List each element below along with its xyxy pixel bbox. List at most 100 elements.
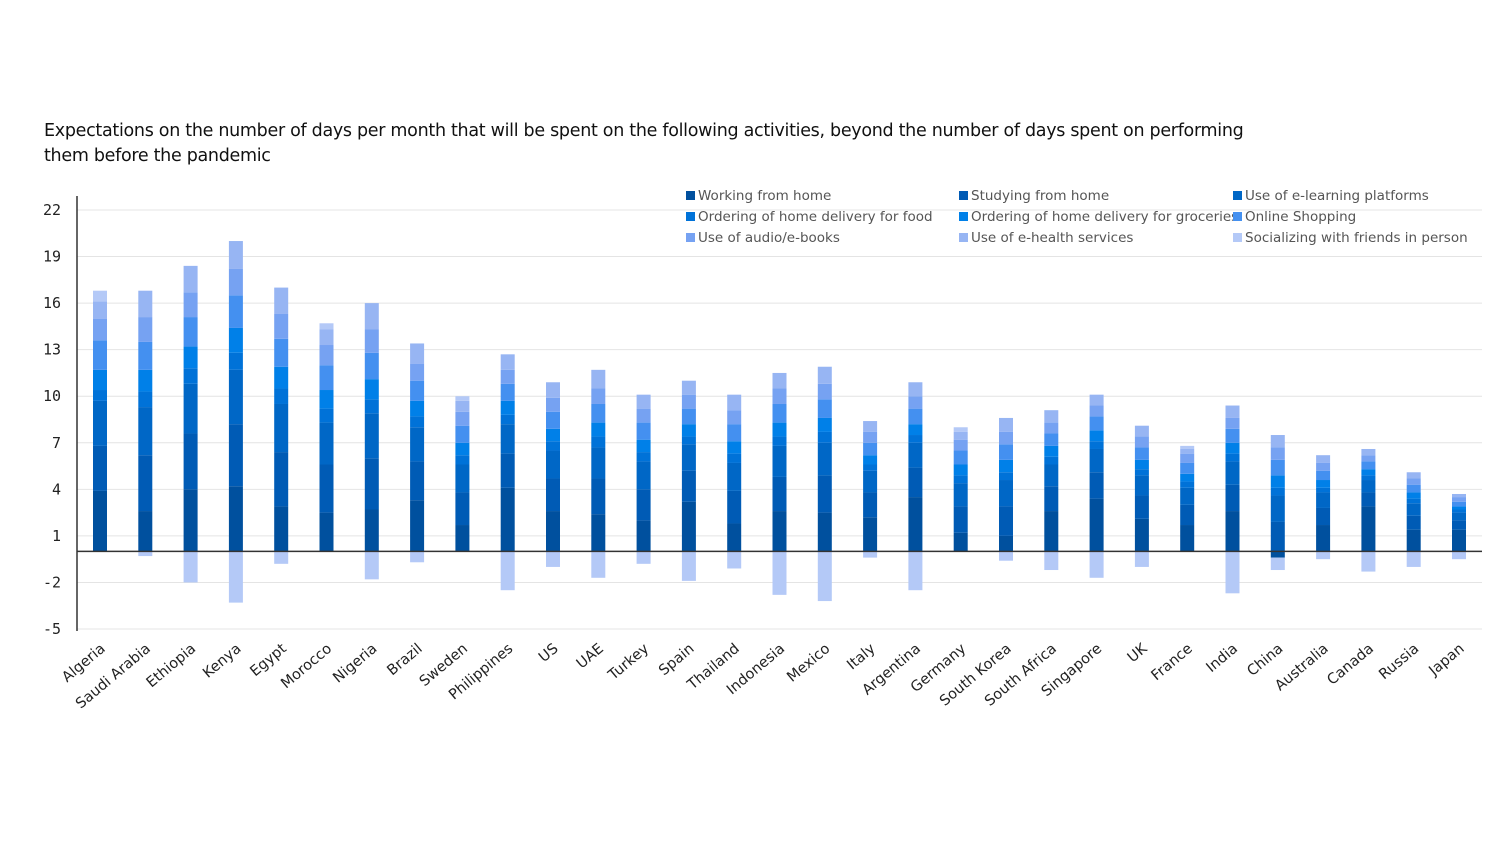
bar-segment — [93, 301, 107, 319]
bar-segment — [1452, 501, 1466, 507]
bar-segment — [1270, 521, 1285, 552]
bar-segment — [1316, 480, 1331, 488]
bar-segment — [138, 317, 153, 342]
bar-segment — [228, 295, 243, 328]
bar-segment — [1361, 475, 1376, 481]
bar-segment — [410, 380, 425, 401]
bar-segment — [863, 421, 878, 432]
bar-segment — [228, 327, 243, 353]
bar-segment — [1361, 480, 1376, 493]
bar-segment — [1361, 492, 1376, 507]
bar-segment — [274, 551, 289, 564]
bar-segment — [863, 431, 878, 443]
bar-segment — [1134, 459, 1149, 470]
bar-segment — [1134, 469, 1149, 476]
bar-segment — [1316, 492, 1331, 508]
bar-segment — [591, 369, 606, 389]
bar-segment — [863, 464, 878, 471]
bar-segment — [1316, 551, 1331, 560]
y-tick-label: 22 — [43, 201, 61, 219]
bar-segment — [908, 408, 923, 425]
x-tick-label: Nigeria — [330, 641, 380, 687]
bar-segment — [953, 450, 968, 465]
x-tick-label: UAE — [574, 641, 607, 672]
bar-segment — [953, 475, 968, 484]
bar-segment — [1044, 433, 1059, 446]
bar-segment — [455, 411, 470, 426]
x-tick-label: US — [536, 641, 561, 666]
bar-segment — [817, 399, 832, 418]
bar-segment — [1044, 551, 1059, 571]
bar-segment — [1225, 428, 1240, 443]
bar-segment — [319, 345, 334, 366]
bar-segment — [138, 391, 153, 408]
bar-segment — [999, 535, 1013, 552]
bar-segment — [727, 523, 742, 552]
bar-segment — [93, 400, 107, 446]
bar-segment — [1089, 430, 1104, 442]
bar-segment — [228, 268, 243, 296]
bar-segment — [1452, 509, 1466, 513]
bar-segment — [93, 369, 107, 391]
bar-segment — [1406, 503, 1421, 516]
bar-segment — [953, 483, 968, 507]
bar-segment — [1225, 511, 1240, 552]
bar-segment — [817, 442, 832, 476]
bar-segment — [908, 424, 923, 436]
bar-segment — [1180, 445, 1195, 449]
bar-segment — [908, 442, 923, 468]
y-tick-label: 4 — [52, 480, 61, 498]
bar-segment — [817, 551, 832, 602]
bar-segment — [500, 487, 515, 552]
bar-segment — [274, 313, 289, 339]
legend-label: Studying from home — [971, 188, 1109, 204]
bar-segment — [138, 511, 153, 552]
bar-segment — [183, 265, 198, 293]
bar-segment — [953, 427, 968, 432]
bar-segment — [681, 551, 696, 581]
bar-segment — [727, 462, 742, 491]
bar-segment — [999, 431, 1013, 445]
legend-swatch — [1233, 191, 1242, 200]
bar-segment — [953, 532, 968, 552]
bar-segment — [93, 290, 107, 302]
bar-segment — [410, 400, 425, 417]
bar-segment — [183, 489, 198, 552]
bar-segment — [500, 453, 515, 488]
bar-segment — [1044, 410, 1059, 423]
bar-segment — [1180, 504, 1195, 526]
x-tick-label: Spain — [656, 641, 697, 679]
bar-segment — [1361, 469, 1376, 476]
bar-segment — [410, 461, 425, 501]
x-tick-label: France — [1149, 641, 1196, 684]
bar-segment — [1225, 417, 1240, 429]
bar-segment — [1361, 506, 1376, 552]
legend-label: Ordering of home delivery for groceries — [971, 209, 1238, 225]
bar-segment — [1225, 442, 1240, 454]
bar-segment — [410, 500, 425, 552]
bar-segment — [999, 506, 1013, 536]
bar-segment — [500, 414, 515, 425]
x-tick-label: Russia — [1376, 641, 1422, 683]
y-tick-label: -5 — [43, 620, 61, 638]
bar-segment — [681, 408, 696, 425]
bar-segment — [183, 383, 198, 434]
legend-label: Ordering of home delivery for food — [698, 209, 933, 225]
bar-segment — [410, 363, 425, 381]
bar-segment — [1089, 441, 1104, 449]
legend: Working from home Studying from home Use o… — [686, 188, 1468, 246]
x-tick-label: Mexico — [784, 641, 833, 686]
bar-segment — [1406, 492, 1421, 499]
bar-segment — [636, 452, 651, 462]
bar-segment — [183, 346, 198, 369]
bar-segment — [1134, 447, 1149, 460]
bar-segment — [591, 403, 606, 423]
x-tick-label: Ethiopia — [144, 641, 200, 691]
bar-segment — [681, 444, 696, 471]
y-tick-label: 7 — [52, 434, 61, 452]
x-tick-label: Japan — [1426, 641, 1468, 680]
bar-segment — [772, 511, 787, 552]
bar-segment — [228, 551, 243, 603]
bar-segment — [274, 506, 289, 552]
